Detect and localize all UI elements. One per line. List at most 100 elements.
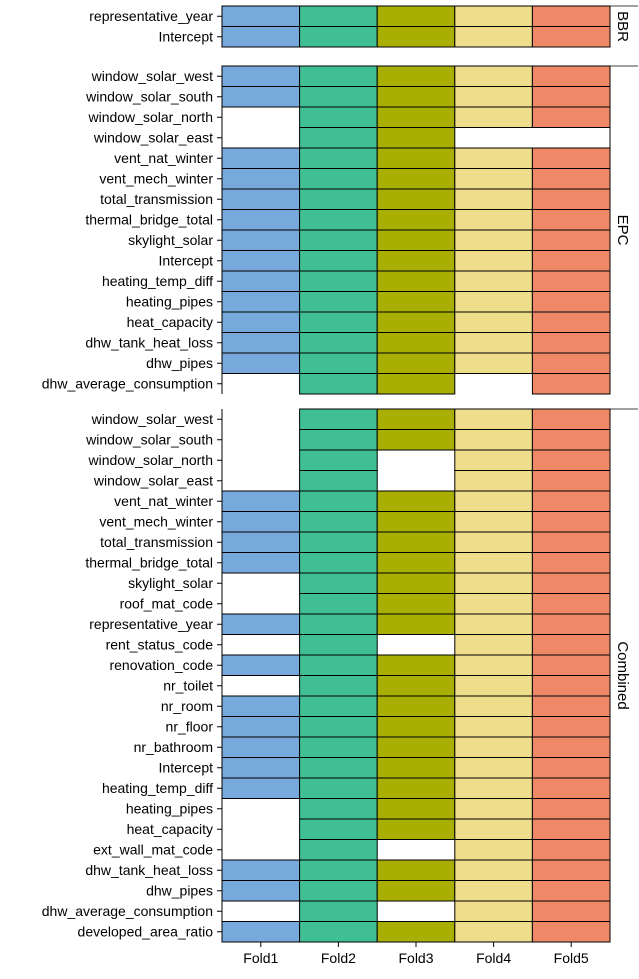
heat-cell [221, 757, 301, 779]
heat-cell [454, 613, 533, 635]
heat-cell [221, 250, 301, 272]
heat-cell [221, 490, 301, 512]
heat-cell [221, 65, 301, 87]
heat-cell [454, 311, 533, 333]
y-tick-label: window_solar_north [87, 452, 213, 468]
heat-cell [376, 859, 456, 881]
y-tick-label: dhw_tank_heat_loss [85, 862, 213, 878]
heat-cell [531, 490, 611, 512]
heat-cell [454, 270, 533, 292]
heat-cell [376, 373, 456, 395]
heat-cell [531, 229, 611, 251]
heat-cell [299, 921, 378, 943]
facet-strip-label: Combined [614, 641, 631, 709]
heat-cell [376, 147, 456, 169]
heat-cell [454, 250, 533, 272]
y-tick-label: vent_nat_winter [114, 493, 213, 509]
heat-cell [531, 147, 611, 169]
heat-cell [454, 429, 533, 451]
heat-cell [221, 229, 301, 251]
heat-cell [531, 270, 611, 292]
heat-cell [531, 757, 611, 779]
heat-cell [376, 188, 456, 210]
y-tick-label: vent_mech_winter [99, 513, 213, 529]
heat-cell [376, 921, 456, 943]
heat-cell [221, 311, 301, 333]
heat-cell [531, 531, 611, 553]
heat-cell [376, 106, 456, 128]
heat-cell [376, 818, 456, 840]
heat-cell [299, 716, 378, 738]
y-tick-label: window_solar_east [93, 472, 213, 488]
heat-cell [454, 511, 533, 533]
heat-cell [221, 270, 301, 292]
heat-cell [454, 552, 533, 574]
heat-cell [454, 736, 533, 758]
y-tick-label: Intercept [159, 28, 214, 44]
heat-cell [299, 86, 378, 108]
heat-cell [454, 209, 533, 231]
heat-cell [299, 613, 378, 635]
heat-cell [376, 695, 456, 717]
heat-cell [531, 408, 611, 430]
heat-cell [299, 531, 378, 553]
y-tick-label: ext_wall_mat_code [93, 841, 213, 857]
y-tick-label: dhw_tank_heat_loss [85, 334, 213, 350]
heat-cell [299, 675, 378, 697]
heat-cell [221, 26, 301, 48]
heat-cell [299, 168, 378, 190]
heat-cell [531, 900, 611, 922]
heat-cell [531, 291, 611, 313]
y-tick-label: total_transmission [100, 191, 213, 207]
heat-cell [299, 352, 378, 374]
heat-cell [376, 352, 456, 374]
heat-cell [531, 209, 611, 231]
heat-cell [221, 777, 301, 799]
heat-cell [221, 552, 301, 574]
heat-cell [221, 86, 301, 108]
heat-cell [454, 675, 533, 697]
heat-cell [454, 449, 533, 471]
y-tick-label: dhw_average_consumption [42, 375, 213, 391]
heat-cell [221, 188, 301, 210]
heat-cell [299, 695, 378, 717]
heat-cell [376, 736, 456, 758]
heat-cell [299, 229, 378, 251]
heat-cell [531, 5, 611, 27]
y-tick-label: window_solar_north [87, 109, 213, 125]
y-tick-label: rent_status_code [106, 636, 214, 652]
heat-cell [454, 168, 533, 190]
y-tick-label: skylight_solar [128, 232, 213, 248]
heat-cell [376, 65, 456, 87]
heat-cell [531, 716, 611, 738]
heat-cell [531, 736, 611, 758]
heat-cell [454, 106, 533, 128]
heat-cell [454, 5, 533, 27]
y-tick-label: vent_mech_winter [99, 170, 213, 186]
heat-cell [454, 757, 533, 779]
heat-cell [221, 859, 301, 881]
heat-cell [376, 531, 456, 553]
heat-cell [454, 86, 533, 108]
heat-cell [299, 490, 378, 512]
heat-cell [531, 373, 611, 395]
heat-cell [376, 270, 456, 292]
heat-cell [531, 352, 611, 374]
heat-cell [376, 209, 456, 231]
y-tick-label: developed_area_ratio [78, 923, 214, 939]
heat-cell [376, 511, 456, 533]
heat-cell [531, 65, 611, 87]
heat-cell [454, 859, 533, 881]
x-tick-label: Fold1 [243, 950, 278, 966]
heat-cell [454, 777, 533, 799]
heat-cell [454, 352, 533, 374]
heat-cell [221, 168, 301, 190]
heat-cell [299, 552, 378, 574]
heat-cell [376, 429, 456, 451]
heat-cell [531, 470, 611, 492]
heat-cell [299, 900, 378, 922]
heat-cell [454, 716, 533, 738]
heat-cell [299, 26, 378, 48]
heat-cell [299, 311, 378, 333]
heat-cell [376, 716, 456, 738]
